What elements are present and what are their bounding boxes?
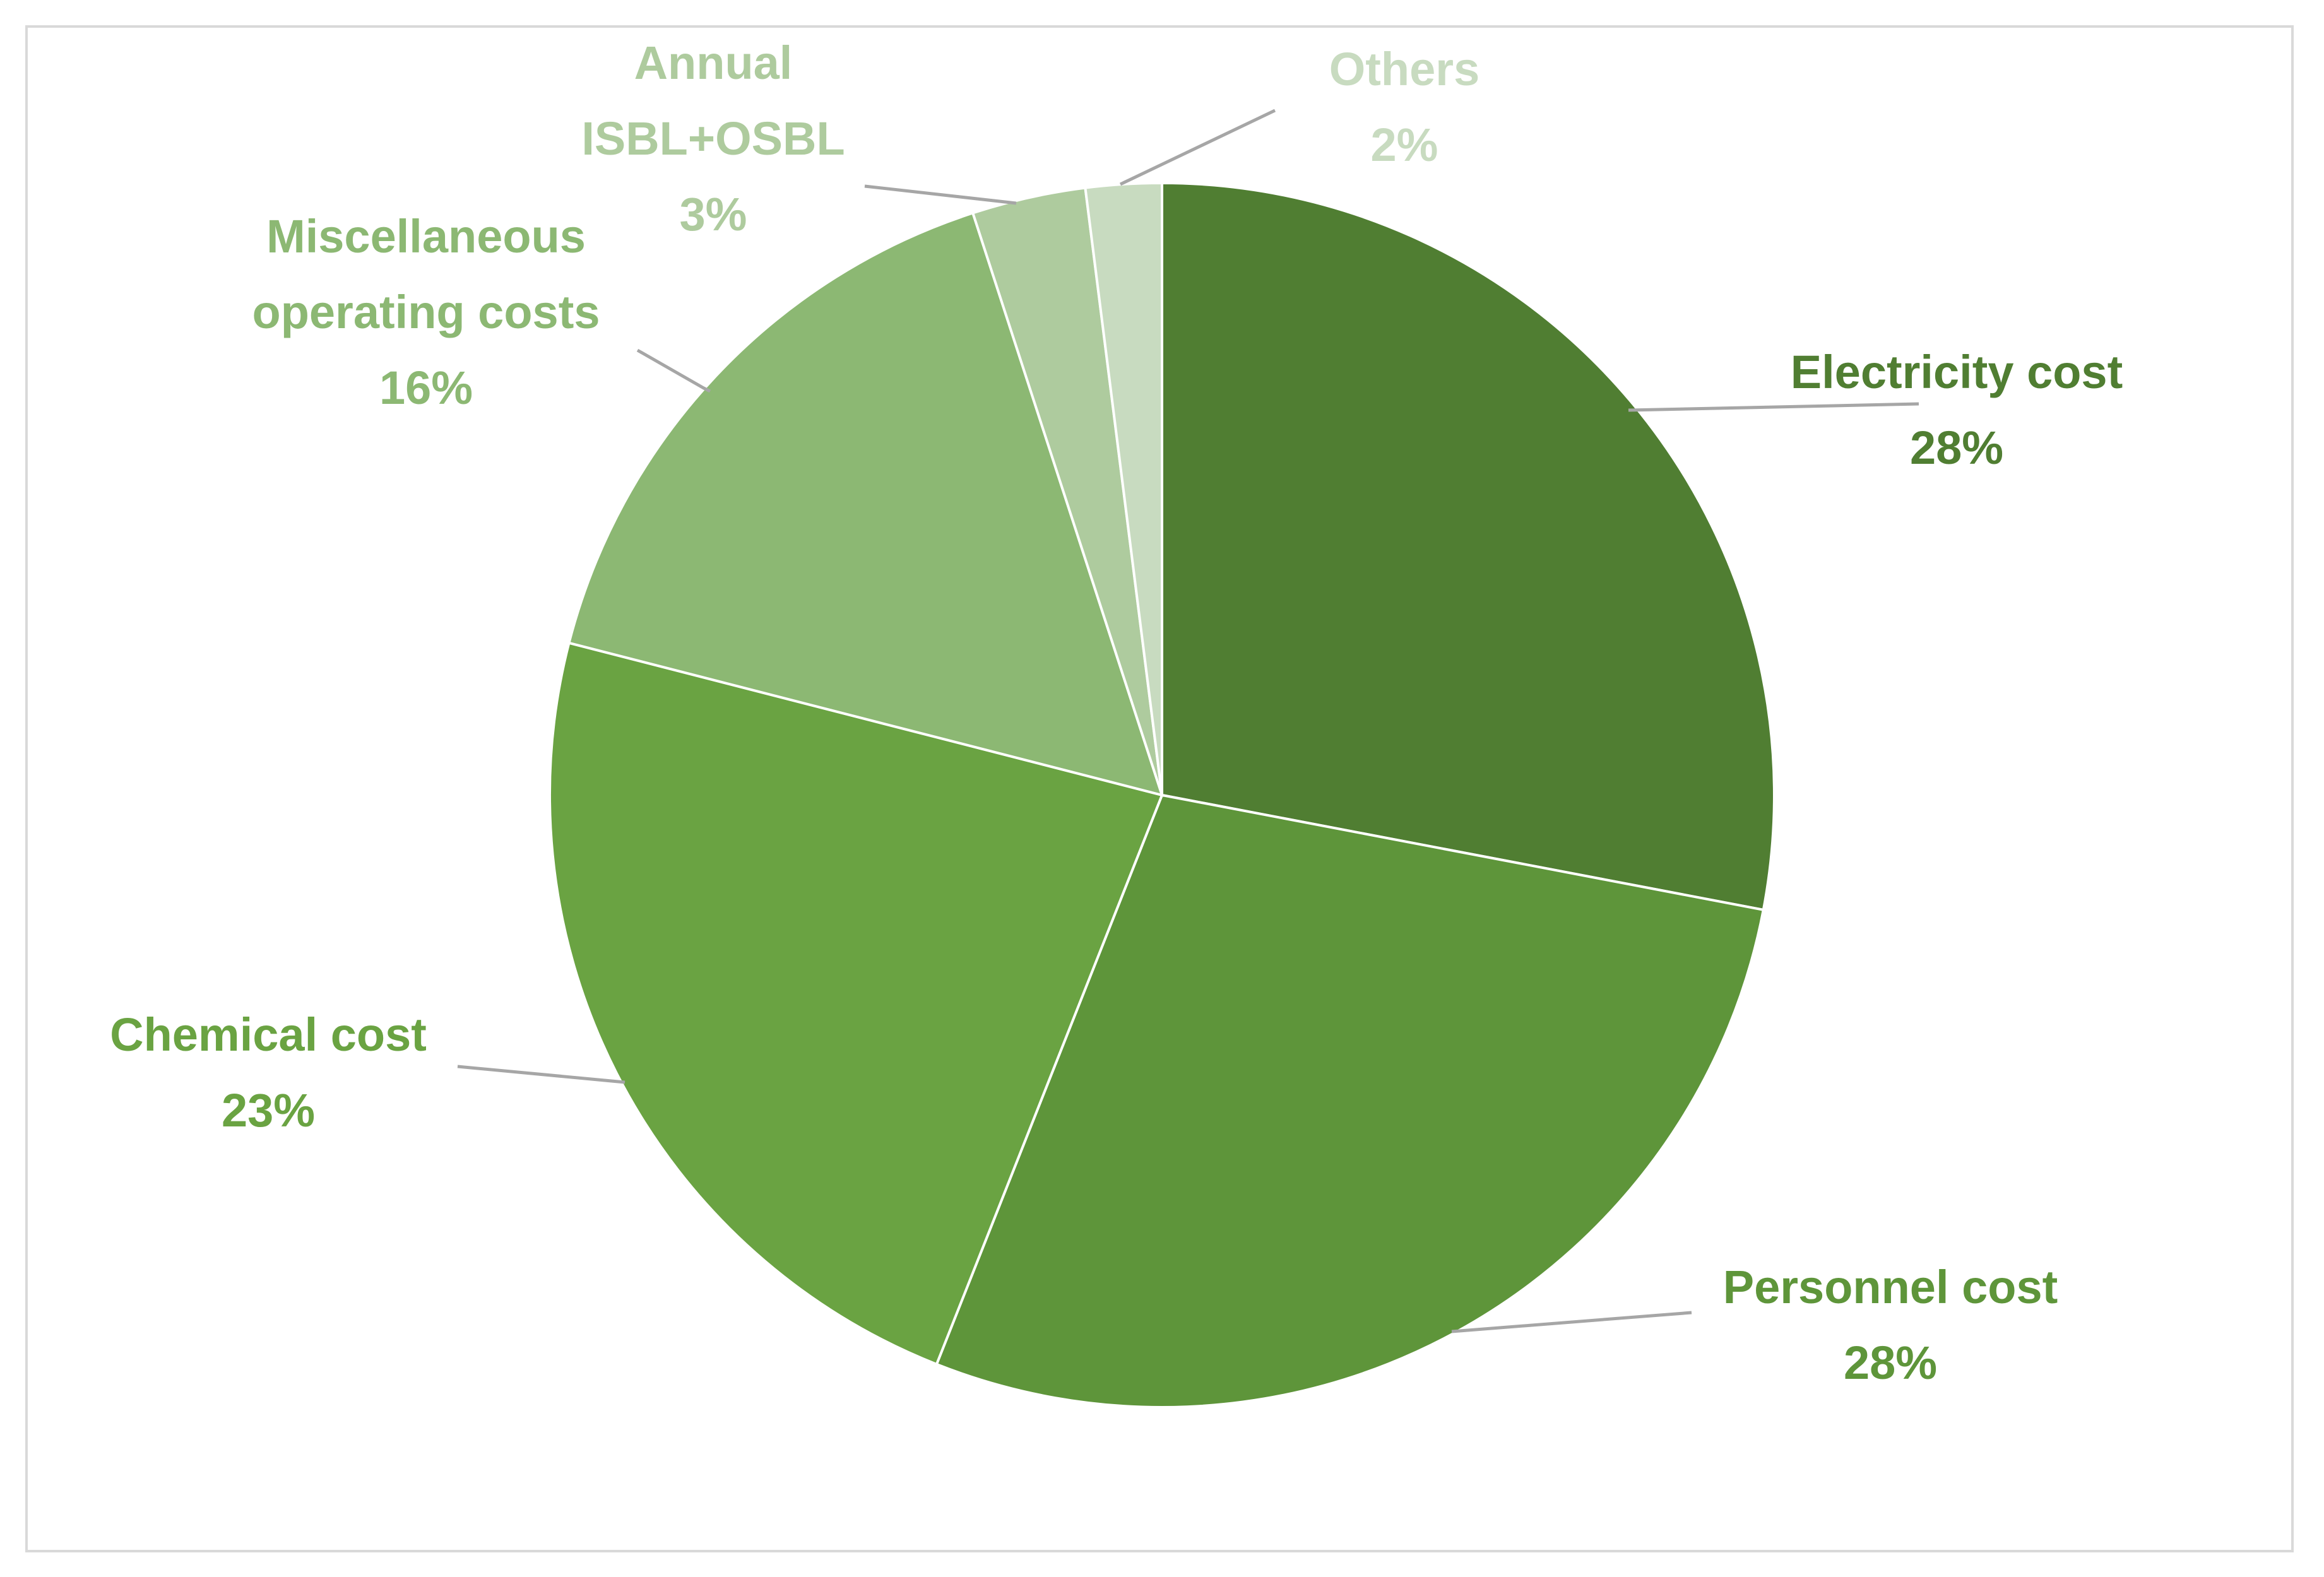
slice-name-label-3: Miscellaneous xyxy=(266,210,586,263)
pie-slices xyxy=(548,181,1776,1409)
slice-percent-label-0: 28% xyxy=(1910,422,2003,474)
leader-line-3 xyxy=(636,348,711,393)
leader-line-4 xyxy=(864,184,1017,205)
slice-name-label-1: Personnel cost xyxy=(1723,1261,2058,1313)
slice-percent-label-4: 3% xyxy=(680,188,747,240)
slice-name-label-5: Others xyxy=(1329,43,1480,95)
pie-slice-0 xyxy=(1161,181,1776,912)
slice-name-label-0: Electricity cost xyxy=(1791,346,2123,398)
slice-name-label-2: Chemical cost xyxy=(110,1008,427,1061)
pie-slice-2 xyxy=(548,641,1164,1366)
slice-name-label-3: operating costs xyxy=(252,286,600,338)
leader-line-1 xyxy=(1451,1311,1692,1333)
leader-lines xyxy=(457,109,1919,1333)
slice-name-label-4: Annual xyxy=(634,37,793,89)
slice-percent-label-2: 23% xyxy=(222,1084,315,1137)
leader-line-2 xyxy=(457,1065,625,1084)
leader-line-0 xyxy=(1628,402,1919,412)
slice-percent-label-3: 16% xyxy=(379,362,473,414)
slice-percent-label-5: 2% xyxy=(1371,119,1438,171)
leader-line-5 xyxy=(1119,109,1276,186)
slice-labels: Electricity cost 28% Personnel cost 28% Chem… xyxy=(110,37,2123,1389)
slice-name-label-4: ISBL+OSBL xyxy=(581,112,845,165)
pie-slice-3 xyxy=(567,211,1165,797)
slice-percent-label-1: 28% xyxy=(1844,1337,1937,1389)
